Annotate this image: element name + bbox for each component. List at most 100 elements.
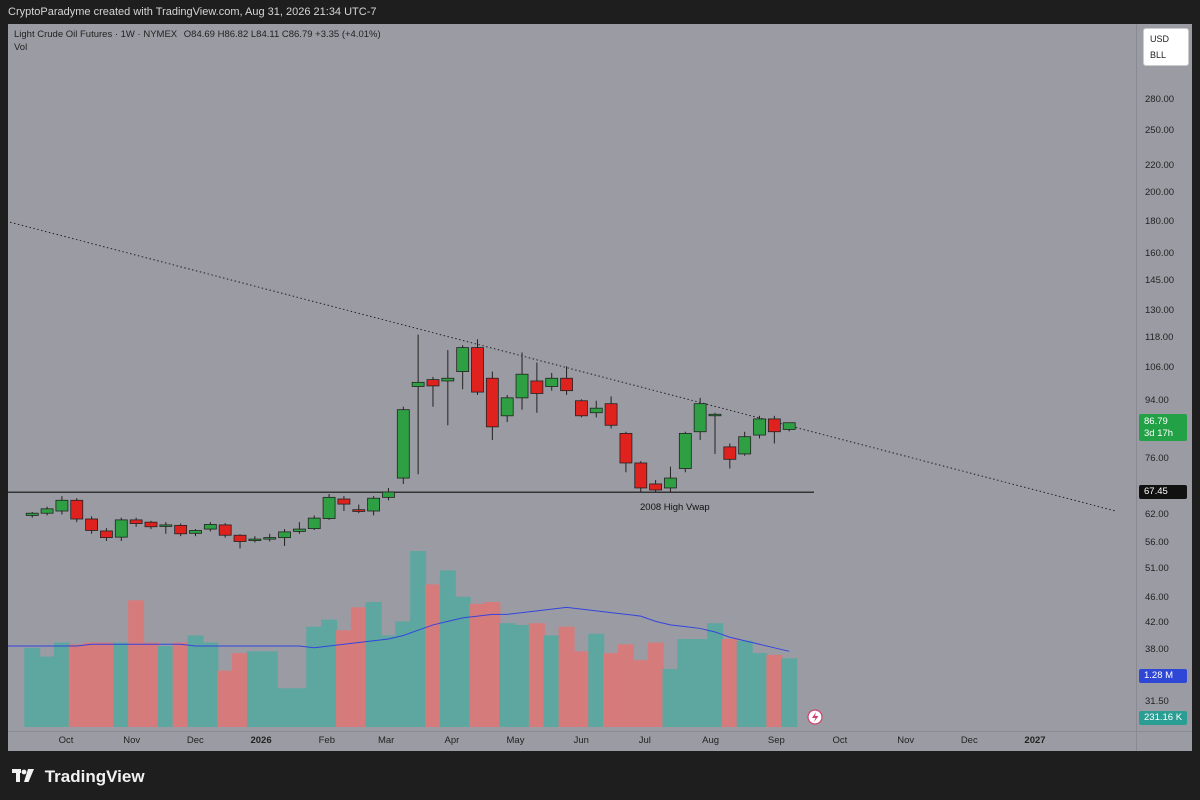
candle-down (70, 499, 84, 520)
volume-bar (692, 639, 709, 727)
time-tick-label: 2026 (250, 735, 272, 746)
candle-up (292, 528, 306, 532)
volume-bar (98, 642, 115, 727)
tradingview-logo[interactable]: TradingView (12, 767, 145, 787)
top-bar: CryptoParadyme created with TradingView.… (0, 0, 1200, 24)
time-tick-label: Oct (832, 735, 848, 746)
price-tick-label: 42.00 (1145, 616, 1169, 628)
candle-down (767, 418, 781, 433)
candle-up (545, 377, 559, 387)
time-tick-label: Sep (767, 735, 785, 746)
chart-legend: Light Crude Oil Futures · 1W · NYMEX O84… (14, 28, 381, 54)
tradingview-logo-icon (12, 767, 34, 787)
chart-pane[interactable]: Light Crude Oil Futures · 1W · NYMEX O84… (8, 24, 1192, 751)
price-tick-label: 56.00 (1145, 537, 1169, 549)
price-tick-label: 280.00 (1145, 94, 1175, 105)
volume-bar (454, 596, 471, 727)
candle-up (263, 537, 277, 540)
volume-bar (617, 644, 634, 727)
volume-bar (232, 653, 249, 727)
volume-bar (469, 603, 486, 727)
time-tick-label: Feb (318, 735, 335, 746)
candle-up (738, 436, 752, 455)
volume-bar (410, 551, 427, 727)
last-price-value: 86.79 (1144, 416, 1168, 427)
candle-down (723, 446, 737, 460)
volume-bar (246, 651, 263, 727)
candle-down (619, 432, 633, 464)
price-tick-label: 130.00 (1145, 305, 1175, 317)
ohlc-low: L84.11 (250, 29, 280, 40)
volume-bar (543, 635, 560, 727)
symbol-name[interactable]: Light Crude Oil Futures · 1W · NYMEX (14, 29, 178, 40)
price-tick-label: 94.00 (1145, 394, 1169, 406)
candle-up (307, 517, 321, 530)
vwap-annotation[interactable]: 2008 High Vwap (640, 502, 710, 513)
volume-bar (751, 653, 768, 727)
descending-trendline (8, 221, 1116, 512)
candle-up (753, 418, 766, 436)
currency-unit-selector[interactable]: USD BLL (1143, 28, 1189, 66)
chart-canvas (8, 221, 1116, 727)
volume-bar (499, 623, 516, 727)
volume-label[interactable]: Vol (14, 42, 28, 53)
candle-down (604, 403, 618, 426)
candle-down (575, 400, 588, 417)
candle-up (189, 530, 202, 534)
volume-bar (677, 639, 694, 727)
last-price-tag: 86.79 3d 17h (1139, 414, 1187, 441)
price-tick-label: 38.00 (1145, 644, 1169, 656)
volume-bar (528, 623, 545, 727)
price-tick-label: 200.00 (1145, 186, 1175, 198)
volume-bar (142, 642, 159, 727)
volume-bar (261, 651, 278, 727)
volume-bar (706, 623, 723, 727)
time-tick-label: Nov (123, 735, 141, 746)
price-tick-label: 62.00 (1145, 509, 1169, 521)
volume-bar (766, 654, 783, 727)
candle-down (471, 347, 484, 393)
candle-up (515, 373, 529, 399)
volume-bar (662, 668, 679, 727)
candle-down (233, 534, 247, 542)
volume-bar (291, 688, 308, 727)
price-tick-label: 160.00 (1145, 248, 1175, 260)
time-tick-label: Jul (638, 735, 651, 746)
volume-bar (217, 670, 234, 727)
volume-bar (647, 642, 664, 727)
candle-up (382, 491, 395, 498)
candle-up (693, 403, 707, 433)
volume-bar (424, 584, 441, 727)
volume-bar (276, 688, 293, 727)
ohlc-close: C86.79 (281, 29, 313, 40)
price-tick-label: 76.00 (1145, 453, 1169, 465)
candle-down (144, 521, 158, 528)
time-tick-label: Dec (960, 735, 978, 746)
time-tick-label: 2027 (1024, 735, 1046, 746)
volume-bar (380, 635, 397, 727)
volume-bar (24, 647, 41, 727)
time-tick-label: Mar (377, 735, 395, 746)
candle-down (129, 519, 143, 524)
volume-bar (632, 660, 649, 727)
volume-bar (83, 642, 100, 727)
price-tick-label: 31.50 (1145, 696, 1169, 707)
candle-down (426, 379, 440, 387)
time-tick-label: Nov (897, 735, 915, 746)
candle-down (352, 509, 366, 512)
volume-bar (128, 600, 145, 727)
volume-bar (395, 621, 412, 727)
candle-up (411, 381, 425, 387)
candle-down (85, 518, 99, 531)
time-tick-label: Apr (444, 735, 460, 746)
candle-up (367, 497, 381, 512)
footer-bar: TradingView (0, 751, 1200, 800)
candle-up (40, 508, 54, 514)
candle-up (456, 347, 470, 372)
candle-up (114, 519, 128, 538)
unit-label: BLL (1150, 50, 1167, 60)
volume-bar (588, 633, 605, 727)
candle-up (782, 422, 796, 430)
candle-down (634, 462, 648, 489)
volume-bar (603, 653, 620, 727)
